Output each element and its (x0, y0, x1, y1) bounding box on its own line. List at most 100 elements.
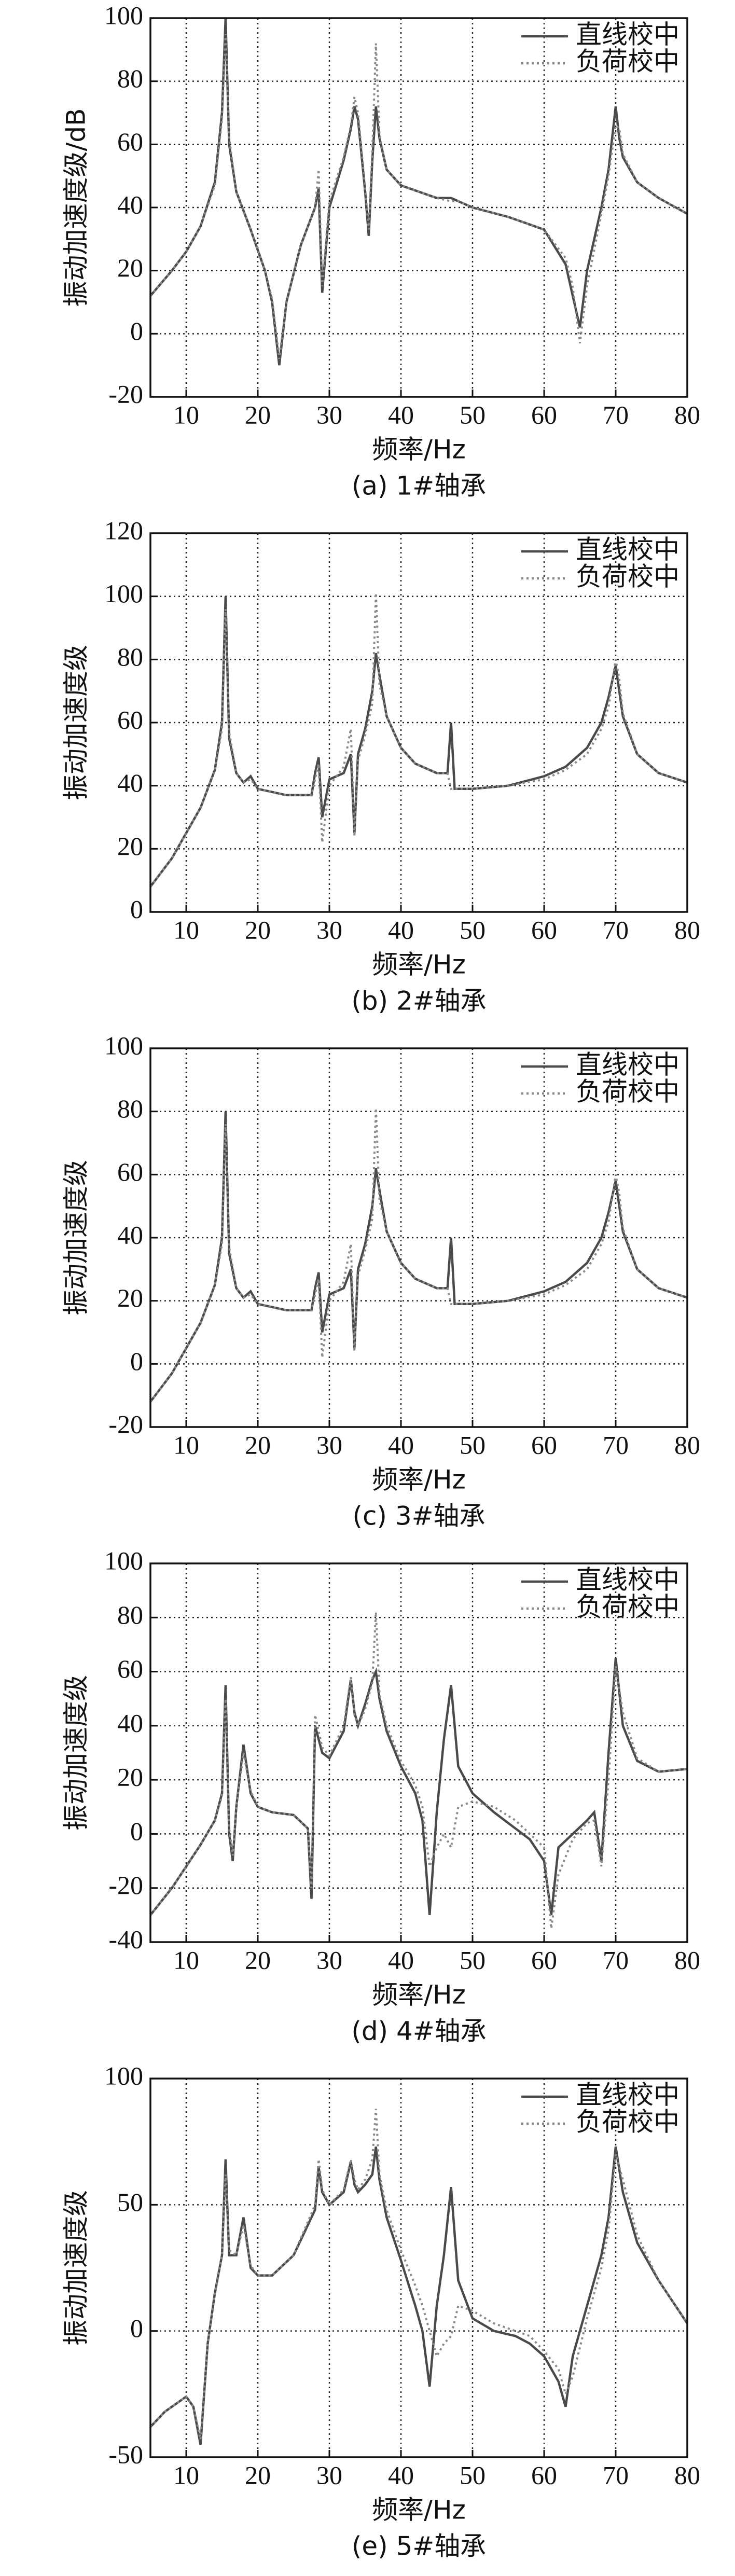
x-tick-label: 20 (245, 1430, 271, 1459)
y-tick-label: 60 (117, 127, 143, 156)
x-tick-label: 60 (531, 1945, 557, 1974)
x-tick-label: 40 (388, 2460, 414, 2489)
x-tick-label: 60 (531, 1430, 557, 1459)
plot-frame (149, 1047, 688, 1428)
y-tick-label: -50 (108, 2440, 143, 2469)
x-axis-label: 频率/Hz (372, 950, 466, 980)
y-tick-label: 40 (117, 768, 143, 797)
chart-panel: -20 0 20 40 60 80 100 10 20 30 40 50 60 70 80 直线校中负荷校中频… (61, 1, 701, 501)
x-tick-label: 50 (460, 400, 486, 429)
y-tick-label: 20 (117, 1763, 143, 1792)
y-tick-label: 20 (117, 832, 143, 861)
x-tick-label: 40 (388, 1945, 414, 1974)
y-tick-label: -20 (108, 379, 143, 408)
legend-label: 负荷校中 (576, 562, 679, 592)
series-line (150, 1612, 687, 1929)
y-tick-label: 0 (130, 1817, 143, 1846)
y-tick-label: 0 (130, 316, 143, 345)
x-tick-label: 30 (316, 1945, 342, 1974)
caption: (a) 1#轴承 (352, 471, 486, 501)
caption: (e) 5#轴承 (352, 2531, 486, 2561)
y-tick-label: 120 (104, 516, 143, 545)
x-tick-label: 60 (531, 915, 557, 944)
y-tick-label: 60 (117, 1157, 143, 1186)
x-axis-label: 频率/Hz (372, 435, 466, 465)
legend-label: 负荷校中 (576, 1077, 679, 1107)
x-axis-label: 频率/Hz (372, 2495, 466, 2525)
y-tick-label: 20 (117, 1283, 143, 1312)
x-tick-label: 70 (603, 1945, 629, 1974)
x-tick-label: 40 (388, 915, 414, 944)
chart-panel: -40 -20 0 20 40 60 80 100 10 20 30 40 50 60 70 80 直线校中负荷… (61, 1546, 701, 2046)
legend-label: 直线校中 (576, 1050, 679, 1080)
x-tick-label: 30 (316, 1430, 342, 1459)
y-tick-label: 60 (117, 1654, 143, 1683)
x-tick-label: 80 (674, 1430, 700, 1459)
x-tick-label: 50 (460, 1945, 486, 1974)
x-tick-label: 60 (531, 400, 557, 429)
caption: (d) 4#轴承 (351, 2016, 486, 2046)
y-axis-label: 振动加速度级 (61, 2190, 91, 2346)
x-tick-label: 70 (603, 2460, 629, 2489)
x-tick-label: 50 (460, 915, 486, 944)
y-tick-label: 100 (104, 1546, 143, 1575)
y-axis-label: 振动加速度级 (61, 1160, 91, 1315)
series-line (150, 593, 687, 888)
y-axis-label: 振动加速度级 (61, 645, 91, 800)
y-tick-label: 80 (117, 1600, 143, 1629)
plot-frame (149, 1562, 688, 1943)
series-line (150, 1111, 687, 1403)
y-tick-label: 0 (130, 1347, 143, 1376)
x-axis-label: 频率/Hz (372, 1980, 466, 2010)
x-tick-label: 70 (603, 400, 629, 429)
chart-panel: 0 20 40 60 80 100 120 10 20 30 40 50 60 70 80 直线校中负荷校中频… (61, 516, 701, 1016)
y-tick-label: -40 (108, 1924, 143, 1954)
y-axis-label: 振动加速度级/dB (61, 108, 91, 307)
plot-frame (149, 17, 688, 398)
series-line (150, 2146, 687, 2445)
legend-label: 直线校中 (576, 2080, 679, 2110)
y-tick-label: 0 (130, 2314, 143, 2343)
x-tick-label: 30 (316, 2460, 342, 2489)
x-tick-label: 60 (531, 2460, 557, 2489)
y-tick-label: 20 (117, 253, 143, 282)
legend-label: 负荷校中 (576, 2107, 679, 2137)
plot-frame (149, 2078, 688, 2458)
legend-label: 直线校中 (576, 535, 679, 565)
y-tick-label: 40 (117, 1708, 143, 1737)
y-tick-label: 100 (104, 579, 143, 608)
x-tick-label: 20 (245, 915, 271, 944)
y-tick-label: 50 (117, 2187, 143, 2217)
x-tick-label: 80 (674, 915, 700, 944)
series-line (150, 2109, 687, 2440)
x-tick-label: 20 (245, 2460, 271, 2489)
series-line (150, 1108, 687, 1403)
x-tick-label: 70 (603, 1430, 629, 1459)
series-line (150, 596, 687, 888)
legend-label: 负荷校中 (576, 47, 679, 77)
y-axis-label: 振动加速度级 (61, 1675, 91, 1831)
series-line (150, 34, 687, 359)
x-tick-label: 10 (173, 915, 199, 944)
chart-panel: -20 0 20 40 60 80 100 10 20 30 40 50 60 70 80 直线校中负荷校中频… (61, 1031, 701, 1531)
x-tick-label: 10 (173, 1945, 199, 1974)
plot-frame (149, 532, 688, 913)
caption: (b) 2#轴承 (351, 986, 486, 1016)
series-line (150, 1658, 687, 1916)
x-tick-label: 40 (388, 1430, 414, 1459)
y-tick-label: 40 (117, 190, 143, 219)
y-tick-label: 100 (104, 1, 143, 30)
x-tick-label: 50 (460, 2460, 486, 2489)
x-tick-label: 40 (388, 400, 414, 429)
x-tick-label: 10 (173, 1430, 199, 1459)
y-tick-label: -20 (108, 1871, 143, 1900)
x-tick-label: 30 (316, 400, 342, 429)
y-tick-label: 80 (117, 642, 143, 671)
caption: (c) 3#轴承 (352, 1501, 485, 1531)
x-tick-label: 30 (316, 915, 342, 944)
x-tick-label: 80 (674, 2460, 700, 2489)
y-tick-label: 80 (117, 64, 143, 93)
x-tick-label: 10 (173, 2460, 199, 2489)
y-tick-label: 0 (130, 894, 143, 923)
y-tick-label: 100 (104, 1031, 143, 1060)
